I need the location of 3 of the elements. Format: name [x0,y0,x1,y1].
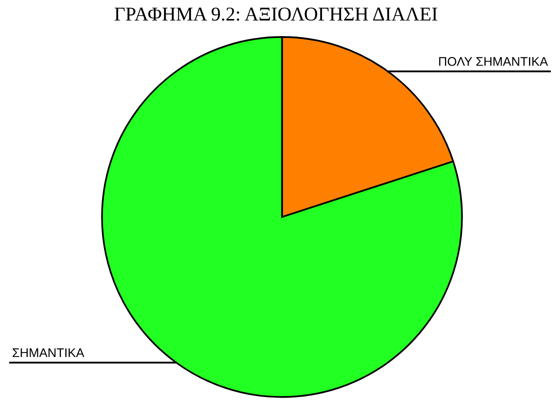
slice-label: ΠΟΛΥ ΣΗΜΑΝΤΙΚΑ [439,57,548,66]
chart-title: ΓΡΑΦΗΜΑ 9.2: ΑΞΙΟΛΟΓΗΣΗ ΔΙΑΛΕΙ [114,8,438,21]
slice-label: ΣΗΜΑΝΤΙΚΑ [12,348,84,358]
